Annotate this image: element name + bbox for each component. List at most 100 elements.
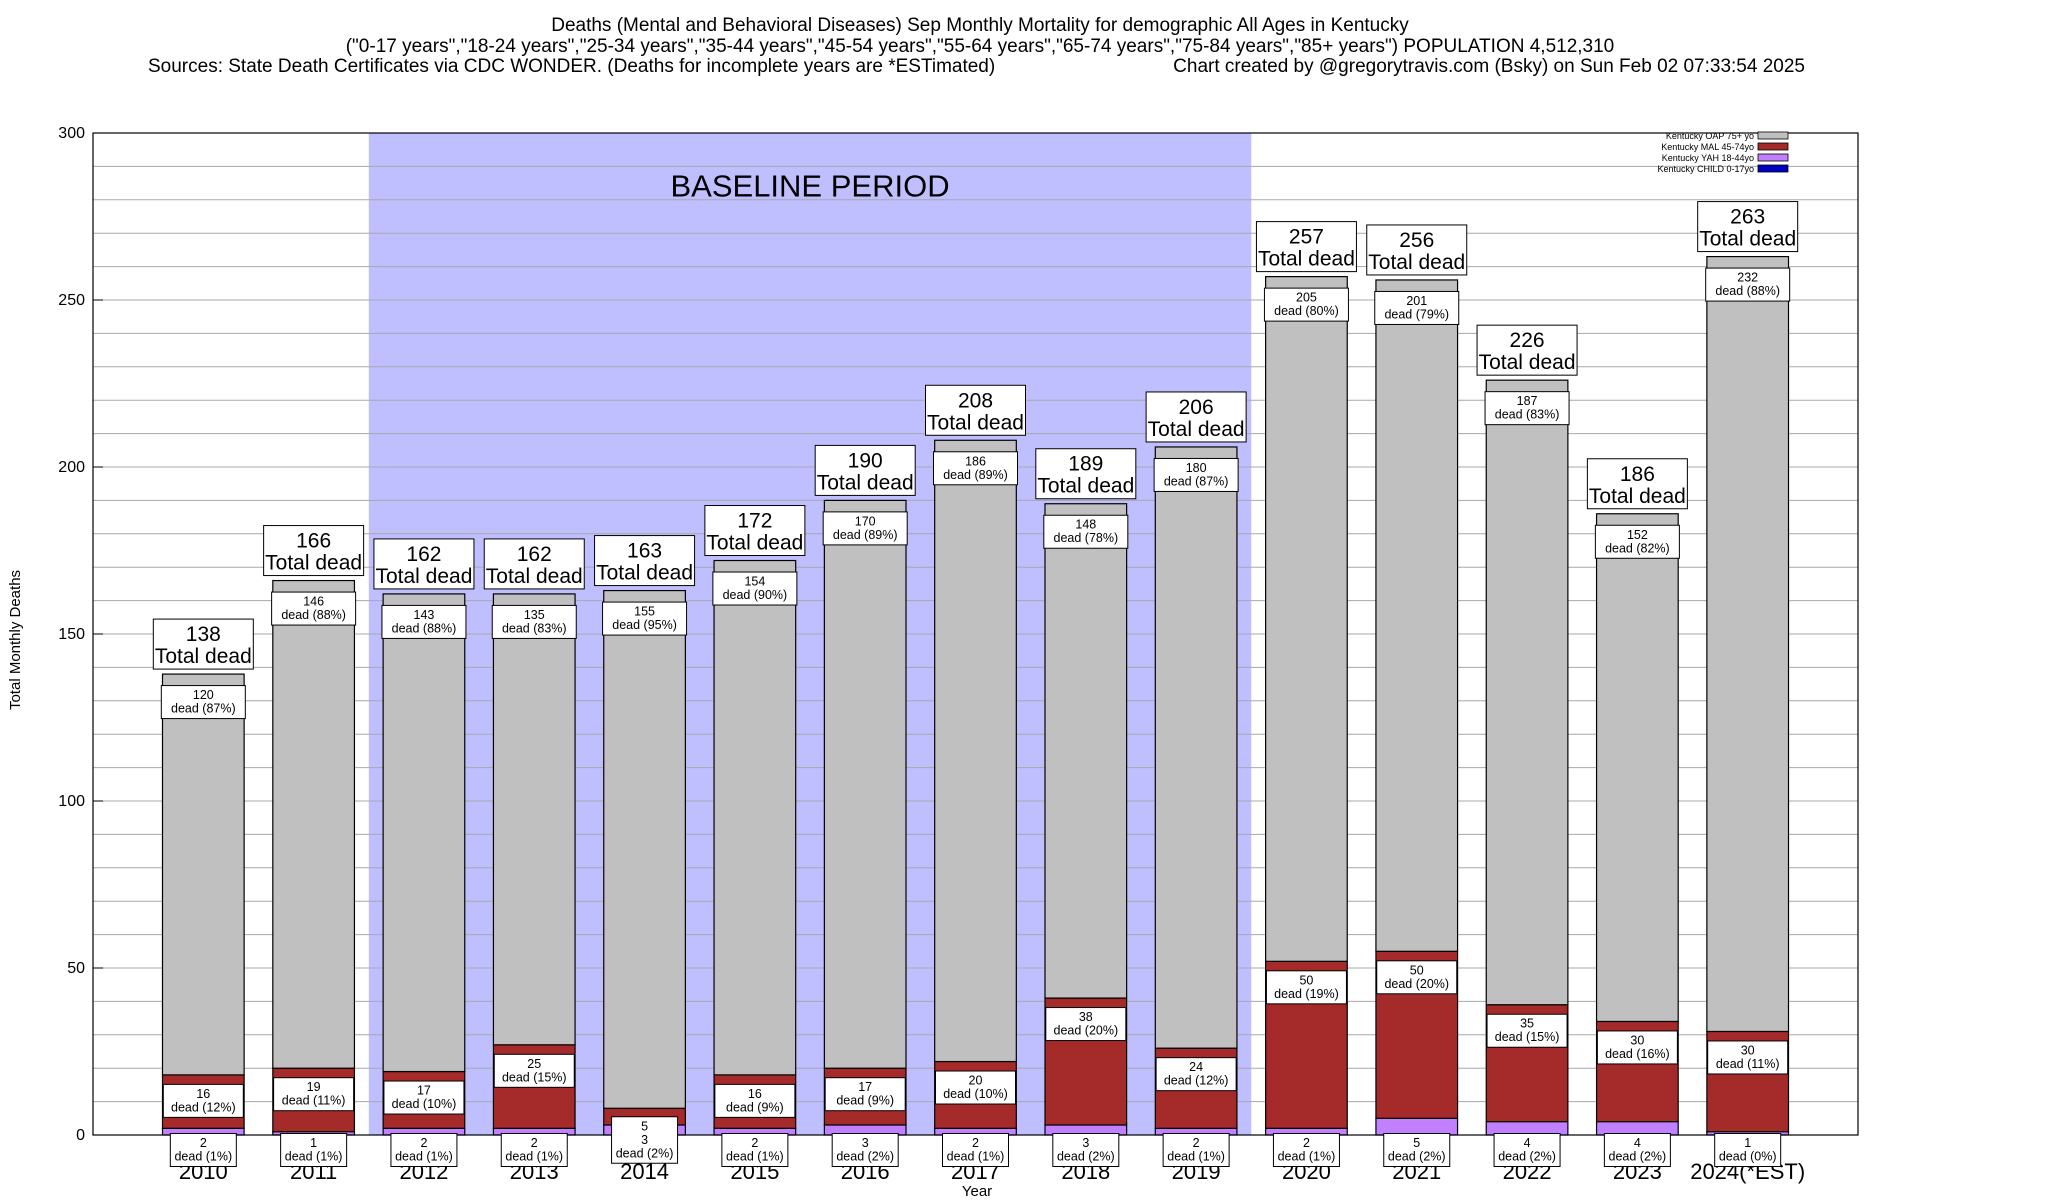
mal-label-box (1376, 960, 1458, 995)
mal-label-text: 24 (1189, 1060, 1203, 1074)
oap-label-box (822, 511, 908, 546)
total-label-box (263, 525, 365, 577)
total-label-box (594, 535, 696, 587)
yah-label-box (611, 1116, 679, 1164)
oap-label-text: dead (87%) (1164, 474, 1229, 488)
oap-label-box (381, 604, 467, 639)
y-tick-label: 150 (58, 626, 85, 643)
mal-label-box (162, 1083, 244, 1118)
total-label-box (1476, 324, 1578, 376)
total-label-text: 162 (517, 543, 552, 566)
total-label-text: 256 (1399, 229, 1434, 252)
total-label-box (1697, 201, 1799, 253)
yah-label-text: dead (1%) (285, 1150, 343, 1164)
legend-swatch (1757, 131, 1789, 140)
yah-label-text: dead (1%) (1167, 1150, 1225, 1164)
total-label-text: 186 (1620, 463, 1655, 486)
mal-label-text: 35 (1520, 1017, 1534, 1031)
yah-label-box (1603, 1133, 1671, 1167)
total-label-text: 206 (1179, 396, 1214, 419)
total-label-text: Total dead (1258, 248, 1355, 271)
oap-label-text: dead (78%) (1054, 531, 1119, 545)
oap-label-text: dead (88%) (281, 608, 346, 622)
total-label-box (483, 538, 585, 590)
bar-segment (1706, 255, 1790, 1033)
yah-label-text: dead (2%) (1609, 1150, 1667, 1164)
total-label-text: Total dead (375, 565, 472, 588)
mal-label-box (1265, 970, 1347, 1005)
yah-label-box (390, 1133, 458, 1167)
oap-label-box (602, 601, 688, 636)
mal-label-text: 19 (307, 1080, 321, 1094)
mal-label-text: dead (15%) (1495, 1030, 1560, 1044)
oap-label-text: 170 (855, 514, 876, 528)
bar-segment (1485, 379, 1569, 1006)
yah-label-box (1714, 1133, 1782, 1167)
yah-label-text: dead (1%) (395, 1150, 453, 1164)
oap-label-box (1705, 267, 1791, 302)
mal-label-text: 50 (1410, 963, 1424, 977)
mal-label-text: 17 (858, 1080, 872, 1094)
mal-label-text: 16 (748, 1087, 762, 1101)
total-label-text: Total dead (1037, 475, 1134, 498)
oap-label-text: 146 (303, 595, 324, 609)
oap-label-text: dead (83%) (1495, 408, 1560, 422)
legend-swatch (1757, 142, 1789, 151)
yah-label-text: dead (2%) (1388, 1150, 1446, 1164)
yah-label-text: dead (0%) (1719, 1150, 1777, 1164)
x-axis-label: Year (962, 1183, 992, 1200)
mal-label-box (824, 1077, 906, 1112)
bar-segment (603, 589, 686, 1109)
total-label-text: Total dead (1479, 351, 1576, 374)
mal-label-text: 38 (1079, 1010, 1093, 1024)
total-label-text: 166 (296, 530, 331, 553)
total-label-text: Total dead (1699, 228, 1796, 251)
total-label-text: 172 (737, 510, 772, 533)
total-label-box (1586, 458, 1688, 510)
mal-label-text: 50 (1299, 973, 1313, 987)
total-label-text: 257 (1289, 226, 1324, 249)
bar-segment (1375, 1117, 1459, 1136)
mal-label-text: 17 (417, 1084, 431, 1098)
yah-label-text: 5 (641, 1119, 648, 1133)
oap-label-text: dead (88%) (1715, 284, 1780, 298)
yah-label-text: 3 (641, 1133, 648, 1147)
yah-label-text: dead (1%) (726, 1150, 784, 1164)
oap-label-text: dead (88%) (392, 621, 457, 635)
y-tick-label: 50 (67, 960, 85, 977)
bar-segment (382, 593, 466, 1073)
chart-credit: Chart created by @gregorytravis.com (Bsk… (1173, 56, 1805, 77)
mal-label-box (1707, 1040, 1789, 1075)
yah-label-text: 2 (972, 1136, 979, 1150)
chart-title-line-1: Deaths (Mental and Behavioral Diseases) … (551, 15, 1409, 36)
yah-label-box (942, 1133, 1009, 1167)
legend-label: Kentucky CHILD 0-17yo (1657, 164, 1754, 174)
bar-segment (1375, 279, 1459, 952)
mal-label-text: dead (16%) (1605, 1047, 1670, 1061)
total-label-text: Total dead (1589, 485, 1686, 508)
mal-label-text: 30 (1630, 1033, 1644, 1047)
bar-segment (713, 559, 797, 1076)
oap-label-text: dead (89%) (943, 468, 1008, 482)
oap-label-box (1043, 514, 1129, 549)
yah-label-text: 5 (1413, 1136, 1420, 1150)
yah-label-text: 2 (531, 1136, 538, 1150)
yah-label-text: dead (2%) (836, 1150, 894, 1164)
yah-label-text: dead (2%) (616, 1146, 674, 1160)
oap-label-text: 155 (634, 605, 655, 619)
yah-label-box (721, 1133, 789, 1167)
yah-label-text: dead (1%) (505, 1150, 563, 1164)
total-label-box (1255, 221, 1357, 273)
yah-label-text: 2 (1303, 1136, 1310, 1150)
oap-label-text: dead (89%) (833, 528, 898, 542)
oap-label-text: dead (80%) (1274, 304, 1339, 318)
mal-label-text: dead (9%) (726, 1100, 784, 1114)
baseline-period-label: BASELINE PERIOD (670, 168, 949, 203)
oap-label-text: 187 (1517, 394, 1538, 408)
mal-label-text: dead (12%) (1164, 1074, 1229, 1088)
bar-segment (272, 579, 356, 1069)
mal-label-box (1486, 1013, 1568, 1048)
total-label-text: 263 (1730, 206, 1765, 229)
total-label-text: Total dead (1368, 251, 1465, 274)
